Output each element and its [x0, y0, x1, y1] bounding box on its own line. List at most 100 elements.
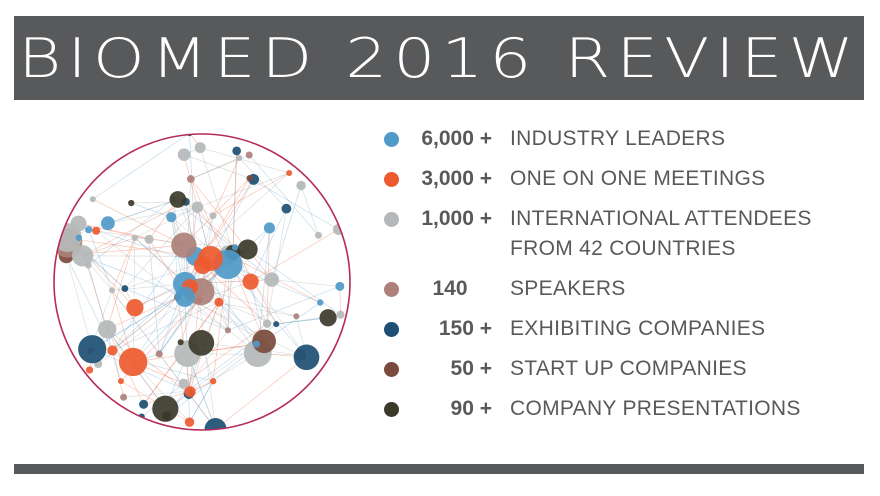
network-edge	[123, 390, 188, 398]
network-node	[126, 298, 144, 317]
stat-number: 140	[432, 277, 468, 300]
network-node	[186, 175, 195, 183]
network-edge	[215, 357, 307, 430]
stat-number: 150 +	[438, 317, 492, 340]
network-node	[118, 347, 148, 377]
network-edge	[339, 286, 341, 315]
network-node	[92, 226, 101, 235]
network-edge	[300, 185, 319, 236]
network-node	[121, 285, 129, 292]
network-node	[89, 196, 96, 203]
network-edge	[197, 206, 251, 282]
network-node	[184, 386, 196, 398]
network-node	[85, 366, 94, 374]
network-edge	[112, 350, 124, 398]
network-edge	[276, 317, 329, 325]
network-edge	[184, 296, 258, 354]
network-edge	[271, 185, 302, 280]
network-edge	[166, 330, 229, 416]
network-node	[107, 345, 118, 356]
mauve-dot-icon	[384, 282, 399, 297]
network-edge	[190, 178, 273, 280]
network-edge	[183, 323, 268, 384]
network-node	[128, 199, 135, 207]
network-node	[319, 309, 337, 327]
network-edge	[199, 147, 234, 253]
stat-number: 6,000 +	[421, 127, 492, 150]
network-node	[214, 297, 224, 307]
network-node	[188, 329, 215, 356]
network-edge	[171, 172, 290, 218]
network-node	[117, 378, 124, 385]
network-edge	[200, 147, 290, 174]
stat-row: 90 + COMPANY PRESENTATIONS	[384, 394, 854, 424]
footer-bar	[14, 464, 864, 474]
stat-label: INTERNATIONAL ATTENDEES FROM 42 COUNTRIE…	[510, 207, 812, 260]
network-edge	[106, 328, 190, 394]
network-node	[281, 203, 292, 214]
network-edge	[247, 249, 341, 316]
network-node	[262, 319, 272, 329]
network-edge	[65, 255, 93, 350]
network-node	[155, 350, 163, 358]
network-node	[109, 287, 116, 294]
stat-label: ONE ON ONE MEETINGS	[510, 167, 766, 190]
network-node	[166, 212, 177, 223]
stat-row: 3,000 + ONE ON ONE MEETINGS	[384, 164, 854, 194]
network-node	[224, 327, 231, 334]
stat-row: 1,000 + INTERNATIONAL ATTENDEES FROM 42 C…	[384, 204, 854, 264]
network-node	[209, 378, 217, 385]
network-edge	[189, 381, 214, 423]
network-edge	[88, 229, 113, 291]
network-edge	[250, 229, 339, 282]
network-node	[174, 286, 196, 307]
network-node	[131, 234, 139, 242]
blue-dot-icon	[384, 132, 399, 147]
network-edge	[190, 157, 240, 180]
network-edge	[210, 179, 254, 259]
network-edge	[212, 264, 229, 382]
network-edge	[148, 239, 160, 355]
network-edge	[189, 134, 196, 257]
network-node	[293, 344, 320, 371]
network-edge	[107, 199, 178, 224]
network-edge	[111, 290, 188, 392]
stat-number: 3,000 +	[421, 167, 492, 190]
brown-dot-icon	[384, 362, 399, 377]
network-node	[144, 234, 154, 244]
network-edge	[232, 150, 238, 253]
stat-row: 150 + EXHIBITING COMPANIES	[384, 314, 854, 344]
stat-number: 1,000 +	[421, 207, 492, 230]
network-edge	[184, 296, 300, 356]
network-node	[97, 320, 117, 339]
network-edge	[134, 206, 198, 239]
network-edge	[131, 202, 172, 218]
stat-label: EXHIBITING COMPANIES	[510, 317, 766, 340]
network-node	[194, 142, 206, 154]
network-node	[139, 399, 149, 409]
network-edge	[88, 198, 174, 266]
network-node	[246, 174, 253, 182]
navy-dot-icon	[384, 322, 399, 337]
network-node	[242, 273, 259, 290]
network-edge	[202, 264, 268, 325]
network-edge	[232, 150, 238, 253]
stat-label: START UP COMPANIES	[510, 357, 747, 380]
dark-olive-dot-icon	[384, 402, 399, 417]
network-node	[293, 313, 300, 320]
stat-row: 50 + START UP COMPANIES	[384, 354, 854, 384]
network-edge	[82, 201, 186, 257]
orange-dot-icon	[384, 172, 399, 187]
network-edge	[96, 230, 203, 266]
network-edge	[187, 353, 216, 430]
network-edge	[183, 154, 250, 179]
network-node	[273, 321, 280, 328]
network-node	[296, 180, 306, 191]
network-edge	[195, 172, 290, 257]
network-edge	[227, 286, 340, 331]
network-edge	[89, 296, 178, 351]
network-edge	[218, 227, 270, 303]
network-node	[85, 226, 93, 234]
network-node	[232, 146, 242, 156]
network-edge	[95, 230, 178, 298]
